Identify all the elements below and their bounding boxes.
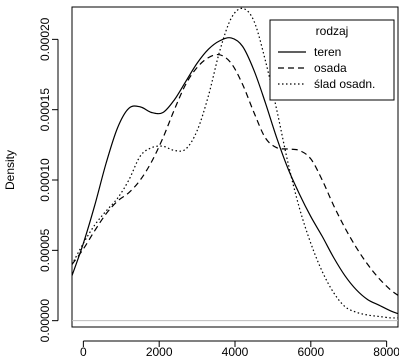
series-line-1 [72,37,398,315]
legend-label-2: osada [314,61,347,75]
y-tick-label: 0.00010 [38,158,52,202]
series-line-3 [72,7,398,319]
y-tick-label: 0.00015 [38,88,52,132]
y-tick-label: 0.00000 [38,299,52,343]
legend-label-1: teren [314,45,341,59]
y-axis: 0.00000 0.00005 0.00010 0.00015 0.00020 [38,17,59,343]
legend-items: teren osada ślad osadn. [278,45,375,91]
x-tick-label: 2000 [146,345,173,359]
y-tick-label: 0.00020 [38,17,52,61]
x-tick-label: 8000 [373,345,399,359]
legend-title: rodzaj [316,24,349,38]
y-axis-title: Density [3,150,17,190]
legend: rodzaj teren osada ślad osadn. [269,19,395,101]
y-tick-label: 0.00005 [38,228,52,272]
series-line-2 [72,53,398,296]
legend-box [269,19,395,101]
x-tick-label: 0 [80,345,87,359]
x-tick-label: 6000 [297,345,324,359]
plot-frame [71,6,399,328]
legend-label-3: ślad osadn. [314,77,375,91]
x-tick-label: 4000 [222,345,249,359]
series-layer [72,7,398,319]
x-axis: 0 2000 4000 6000 8000 [80,340,399,359]
